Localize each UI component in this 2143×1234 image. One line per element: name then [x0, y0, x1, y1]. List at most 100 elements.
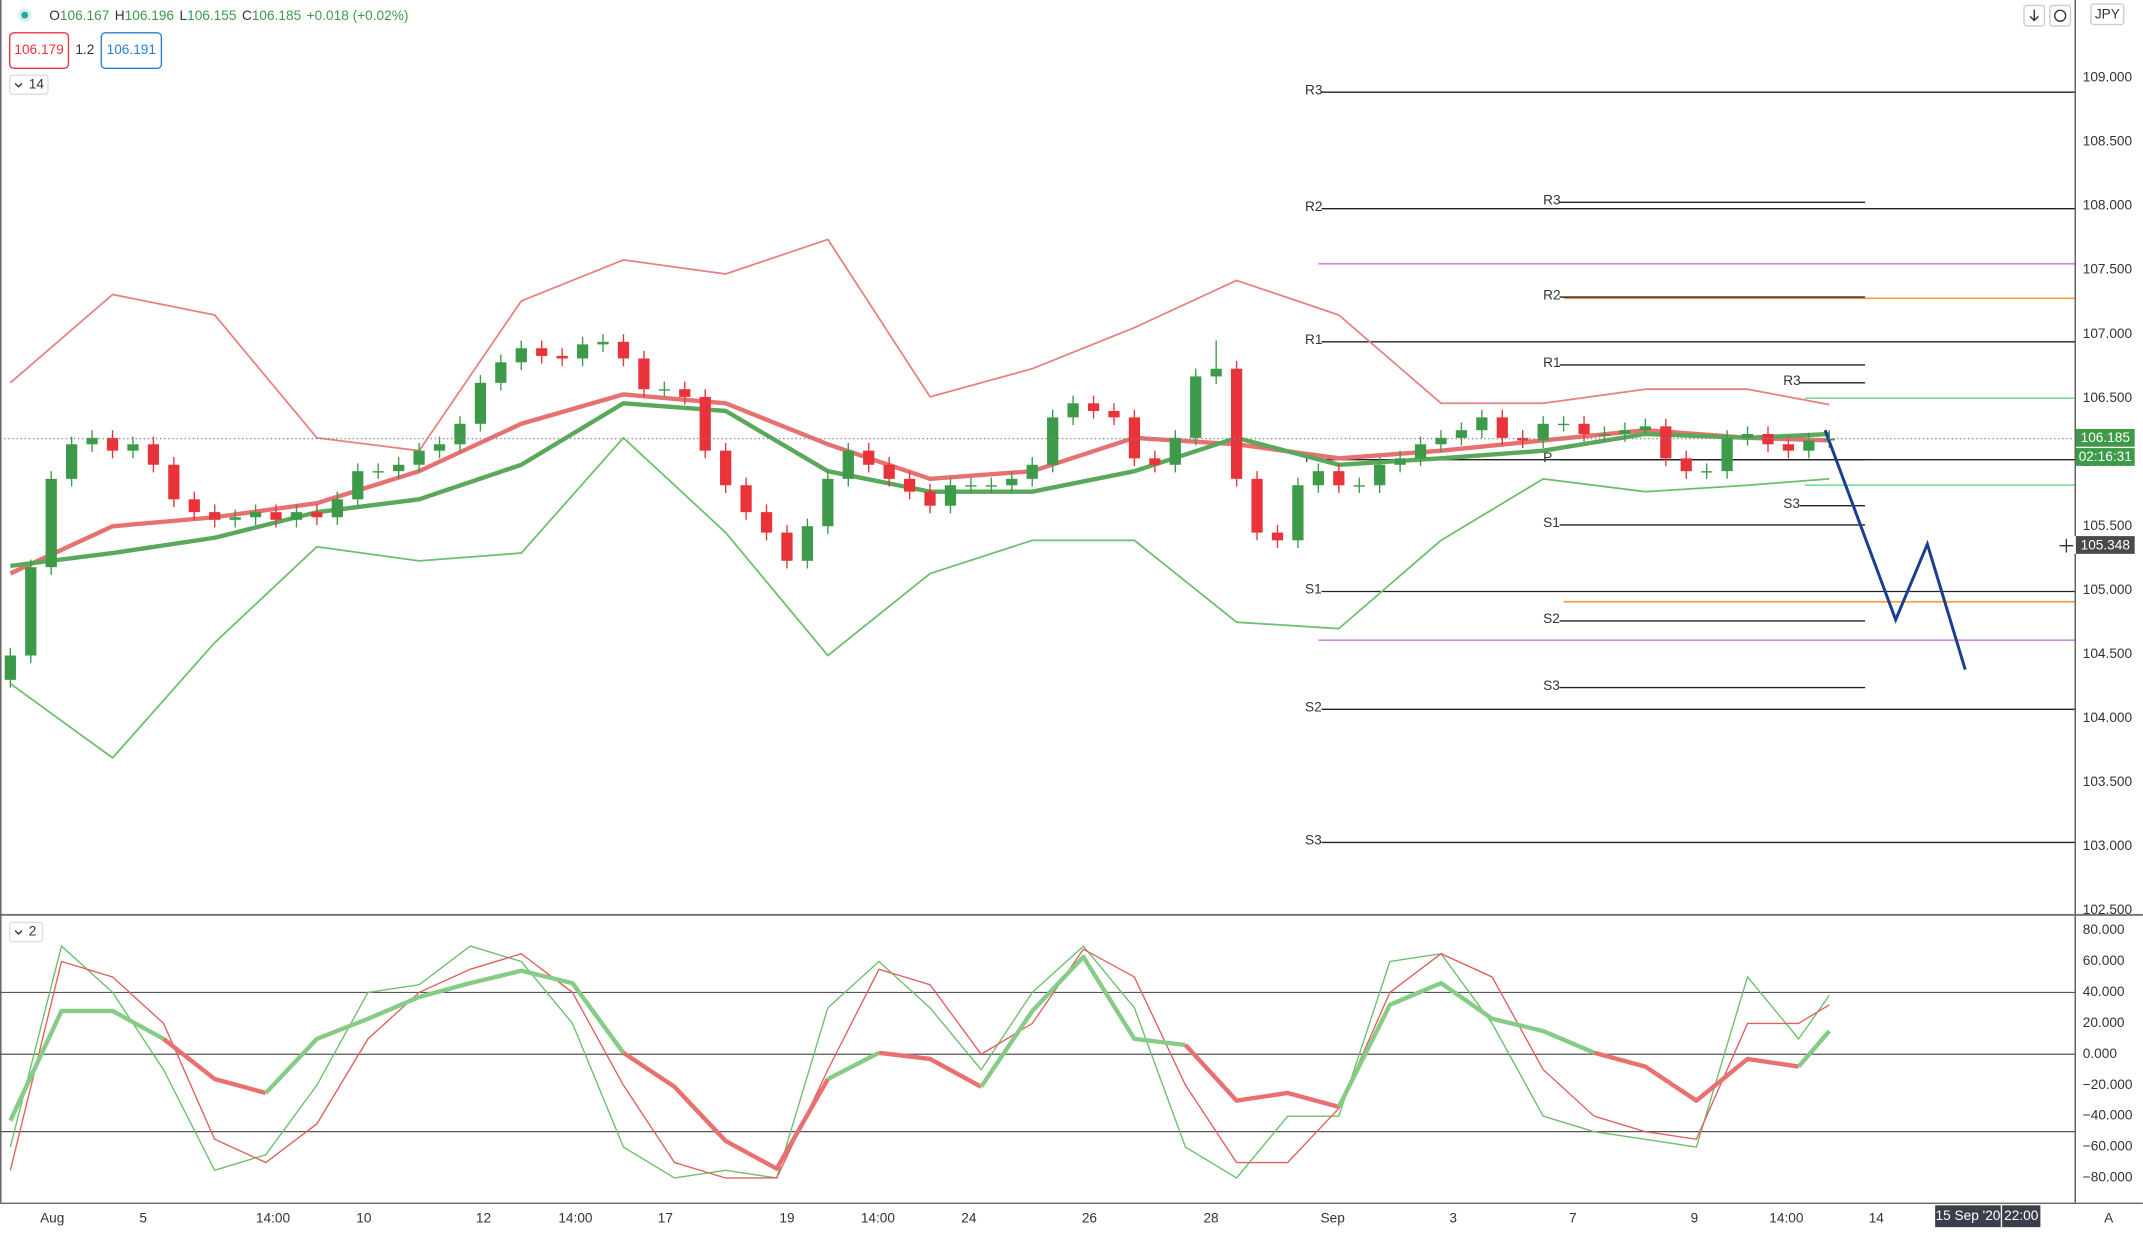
overlay-line	[9, 436, 1830, 759]
x-tick-label: 14	[1869, 1211, 1885, 1226]
y-tick-label: 106.500	[2083, 390, 2133, 405]
x-tick-label: 10	[356, 1211, 372, 1226]
candle-body	[66, 444, 78, 479]
y-tick-label: 40.000	[2083, 984, 2125, 999]
candle-body	[781, 532, 793, 561]
last-price-label: 106.185	[2081, 430, 2131, 445]
y-tick-label: −60.000	[2083, 1139, 2133, 1154]
y-tick-label: 107.500	[2083, 262, 2133, 277]
candle-body	[1169, 437, 1181, 465]
y-tick-label: 108.500	[2083, 134, 2133, 149]
x-tick-label: 24	[961, 1211, 977, 1226]
y-tick-label: 105.000	[2083, 582, 2133, 597]
currency-box[interactable]	[2090, 3, 2125, 26]
candle-body	[1394, 458, 1406, 465]
x-tick-label: 19	[779, 1211, 794, 1226]
candle-body	[474, 382, 487, 424]
x-tick-label: 17	[658, 1211, 673, 1226]
time-tag: 22:00	[2004, 1208, 2039, 1223]
candle-body	[4, 655, 16, 680]
refresh-icon	[2054, 9, 2067, 22]
pivot-label: S2	[1543, 611, 1560, 626]
ohlc-value: 106.196	[125, 8, 174, 23]
pivot-label: R3	[1305, 82, 1322, 97]
pivot-label: R3	[1783, 373, 1800, 388]
oscillator-line	[9, 948, 1830, 1179]
ohlc-letter: L	[179, 8, 187, 23]
candle-body	[1108, 410, 1120, 418]
crosshair-price-label: 105.348	[2081, 537, 2130, 552]
candle-body	[1067, 403, 1079, 418]
candle-body	[249, 512, 262, 518]
indicator-toggle[interactable]	[9, 921, 44, 943]
candle-body	[1435, 437, 1447, 445]
y-tick-label: 104.500	[2083, 646, 2133, 661]
time-tag-box	[2002, 1205, 2041, 1228]
spread: 1.2	[75, 42, 94, 57]
date-tag: 15 Sep '20	[1936, 1208, 2001, 1223]
candle-body	[1210, 368, 1222, 377]
oscillator-main-line	[264, 968, 626, 1095]
candle-body	[1251, 478, 1263, 533]
candle-body	[168, 464, 180, 500]
oscillator-main-line	[878, 1050, 983, 1089]
candle-body	[1537, 423, 1549, 441]
y-tick-label: 105.500	[2083, 518, 2133, 533]
candle-body	[1455, 430, 1468, 438]
candle-body	[576, 344, 589, 359]
candle-body	[965, 485, 977, 487]
candle-body	[1271, 532, 1284, 541]
candle-body	[985, 485, 997, 487]
download-icon	[2029, 9, 2039, 22]
oscillator-main-line	[8, 1008, 165, 1122]
pivot-label: S3	[1783, 496, 1800, 511]
oscillator-main-line	[1593, 1050, 1799, 1103]
pivot-label: R2	[1543, 287, 1560, 302]
candle-body	[1782, 444, 1795, 451]
candle-body	[393, 464, 405, 472]
candle-body	[1087, 403, 1100, 411]
oscillator-main-line	[979, 954, 1186, 1089]
x-tick-label: 5	[139, 1211, 147, 1226]
pivot-label: S3	[1305, 833, 1322, 848]
candle-body	[1006, 478, 1018, 486]
y-tick-label: 20.000	[2083, 1015, 2125, 1030]
status-dot-core	[21, 11, 29, 19]
chevron-icon	[14, 82, 23, 88]
sell-button[interactable]	[9, 32, 70, 70]
x-tick-label: 9	[1691, 1211, 1699, 1226]
x-tick-label: 7	[1569, 1211, 1577, 1226]
refresh-button[interactable]	[2049, 4, 2072, 27]
candle-body	[822, 478, 834, 527]
y-tick-label: 108.000	[2083, 198, 2133, 213]
bid-price: 106.179	[14, 42, 63, 57]
candle-body	[1517, 437, 1529, 441]
last-price-box	[2075, 428, 2135, 447]
y-tick-label: 60.000	[2083, 953, 2125, 968]
candle-body	[1149, 458, 1161, 465]
candle-body	[1374, 464, 1386, 486]
candle-body	[290, 512, 303, 520]
x-tick-label: Sep	[1321, 1211, 1346, 1226]
candle-body	[229, 517, 241, 520]
x-tick-label: Aug	[40, 1211, 64, 1226]
candle-body	[597, 341, 609, 345]
ohlc-letter: H	[115, 8, 125, 23]
candle-body	[45, 478, 57, 568]
candle-body	[1230, 368, 1243, 479]
candle-body	[658, 389, 670, 391]
auto-scale-label[interactable]: A	[2104, 1211, 2114, 1226]
oscillator-main-line	[162, 1037, 267, 1096]
pivot-label: S1	[1543, 515, 1560, 530]
y-tick-label: −40.000	[2083, 1108, 2133, 1123]
candle-body	[1803, 440, 1815, 451]
indicator-toggle[interactable]	[9, 74, 49, 95]
ohlc-letter: C	[242, 8, 252, 23]
buy-button[interactable]	[100, 32, 163, 70]
chevron-icon	[14, 930, 23, 936]
candle-body	[1292, 485, 1304, 541]
